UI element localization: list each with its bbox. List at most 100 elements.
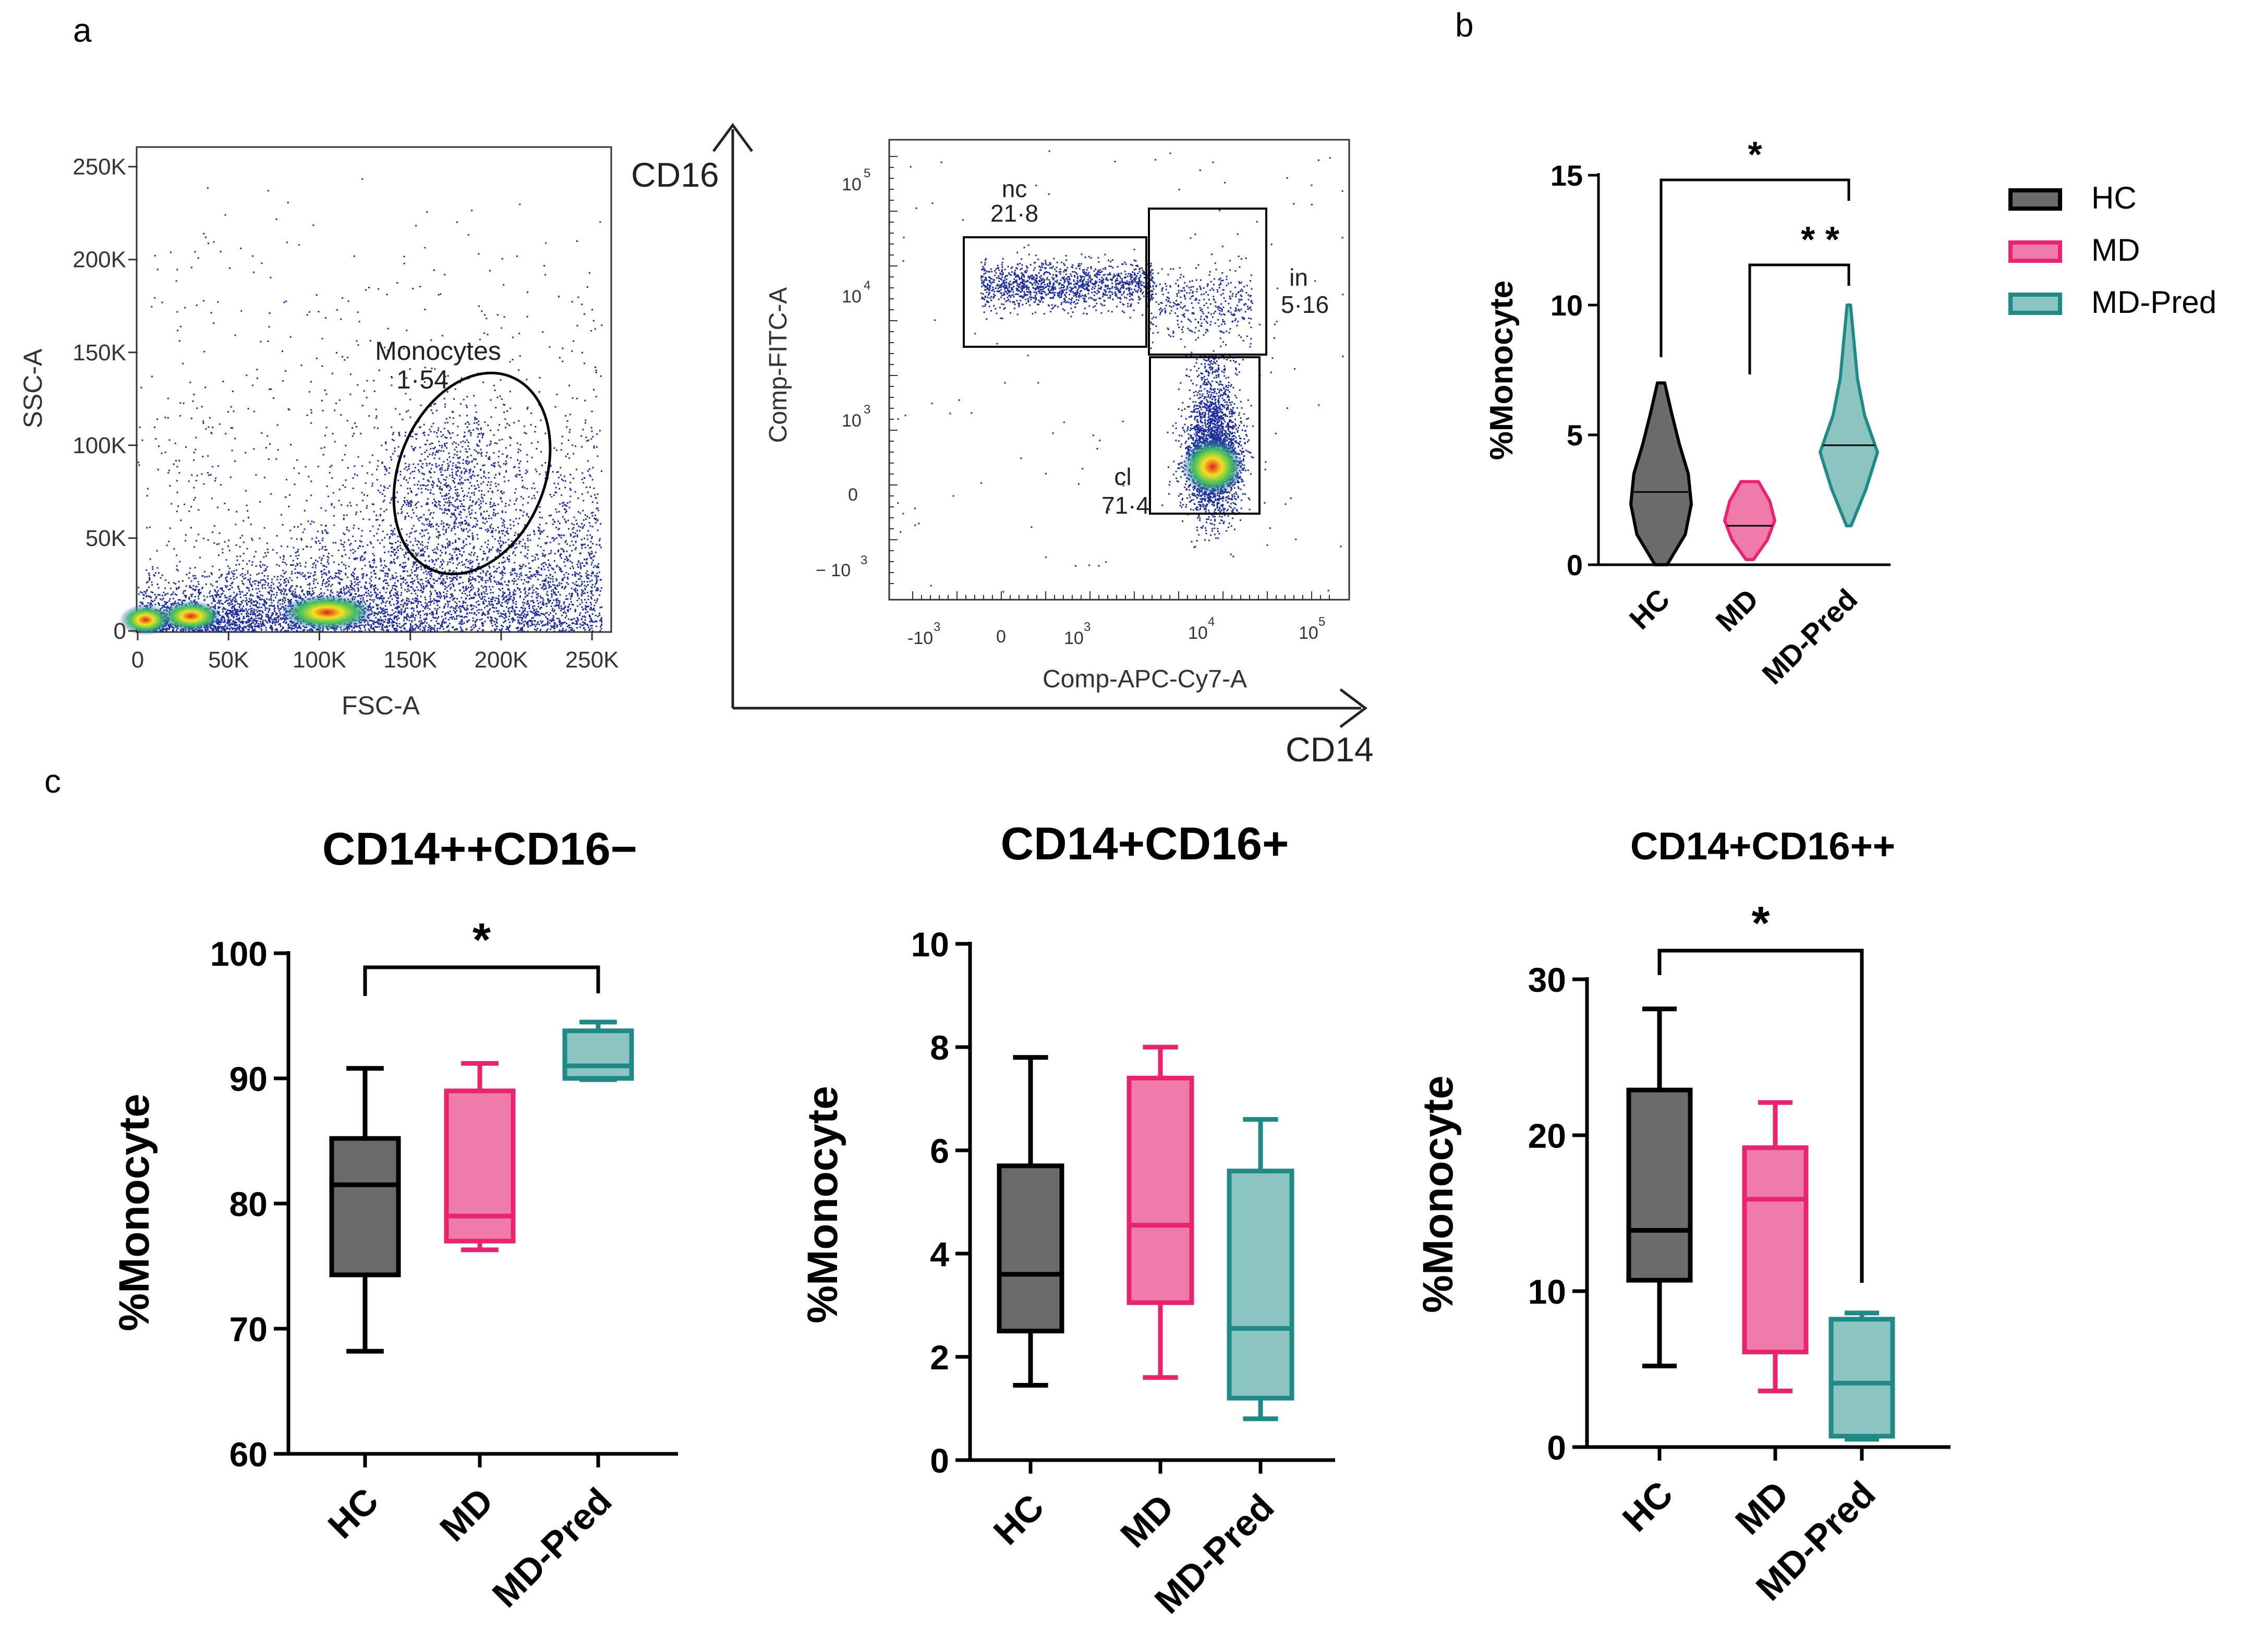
violin-md bbox=[1723, 480, 1776, 562]
x-tick-label: MD bbox=[1727, 1473, 1796, 1542]
legend: HC MD MD-Pred bbox=[2008, 180, 2216, 320]
chart-title: CD14+CD16+ bbox=[1001, 818, 1289, 869]
x-tick-label: 250K bbox=[565, 647, 619, 673]
y-tick-neg: − 10 bbox=[816, 561, 851, 580]
y-tick-base: 10 bbox=[842, 411, 862, 431]
chart-title: CD14+CD16++ bbox=[1630, 824, 1895, 868]
box-hc bbox=[329, 1136, 401, 1278]
y-tick-label: 80 bbox=[229, 1185, 268, 1223]
x-ticks: -10 3 0 10 3 10 4 10 5 bbox=[907, 615, 1325, 648]
x-tick-label: HC bbox=[986, 1486, 1052, 1552]
y-tick-label: 0 bbox=[930, 1441, 949, 1480]
y-tick-label: 0 bbox=[1547, 1428, 1566, 1467]
y-tick-label: 4 bbox=[930, 1235, 949, 1273]
x-tick-label: 50K bbox=[208, 647, 249, 673]
gate-in-value: 5·16 bbox=[1281, 291, 1329, 318]
box-md bbox=[1742, 1145, 1809, 1355]
gate-nc-name: nc bbox=[1002, 175, 1027, 202]
x-tick-label: HC bbox=[320, 1480, 386, 1546]
box-md-pred bbox=[1227, 1169, 1294, 1401]
y-axis-label: %Monocyte bbox=[799, 1086, 846, 1323]
gate-value: 1·54 bbox=[396, 365, 449, 394]
x-tick-label: MD-Pred bbox=[484, 1480, 620, 1615]
y-tick-label: 30 bbox=[1528, 961, 1566, 999]
gate-cl-name: cl bbox=[1114, 463, 1131, 490]
gate-nc bbox=[963, 236, 1147, 348]
y-tick-label: 0 bbox=[1567, 549, 1583, 581]
x-tick-label: 200K bbox=[475, 647, 528, 673]
gate-in-name: in bbox=[1289, 264, 1308, 291]
y-axis-label: Comp-FITC-A bbox=[765, 287, 792, 443]
y-tick-label: 70 bbox=[229, 1310, 268, 1349]
density-hotspot bbox=[119, 604, 172, 636]
significance-label: * bbox=[1751, 897, 1770, 950]
y-tick-label: 2 bbox=[930, 1338, 949, 1377]
gate-cl-value: 71·4 bbox=[1101, 492, 1149, 519]
significance-label: * bbox=[1748, 134, 1762, 175]
x-tick-label: HC bbox=[1623, 582, 1676, 636]
scatter-frame bbox=[136, 146, 612, 633]
legend-label: MD bbox=[2091, 233, 2140, 268]
y-tick-label: 60 bbox=[229, 1435, 268, 1474]
y-tick-base: 10 bbox=[842, 287, 862, 307]
scatter-points bbox=[138, 178, 603, 633]
chart-title: CD14++CD16− bbox=[322, 823, 637, 874]
legend-label: MD-Pred bbox=[2091, 285, 2216, 320]
x-tick-label: MD bbox=[1709, 582, 1764, 638]
box-hc bbox=[997, 1163, 1064, 1333]
y-tick-label: 0 bbox=[114, 618, 126, 644]
y-tick-exp: 5 bbox=[864, 166, 870, 180]
box-md bbox=[1126, 1075, 1194, 1305]
y-axis-label: SSC-A bbox=[18, 348, 47, 428]
significance-label: * bbox=[473, 914, 491, 966]
y-tick-label: 10 bbox=[1528, 1272, 1566, 1311]
gate-name: Monocytes bbox=[375, 336, 501, 366]
scatter-cd14-cd16: CD16 CD14 nc 21·8 in 5·16 cl 71·4 10 5 1… bbox=[631, 123, 1374, 769]
y-tick-label: 6 bbox=[930, 1132, 949, 1170]
y-tick-exp: 3 bbox=[864, 403, 870, 417]
cd14-arrow-head bbox=[1339, 688, 1368, 728]
density-hotspot bbox=[160, 600, 223, 632]
gate-in bbox=[1148, 208, 1267, 356]
gate-cl bbox=[1149, 356, 1261, 515]
x-tick-label: MD bbox=[1112, 1486, 1181, 1555]
legend-swatch bbox=[2008, 293, 2062, 315]
y-axis-label: %Monocyte bbox=[1414, 1075, 1462, 1313]
significance-bracket bbox=[363, 965, 600, 996]
cd16-label: CD16 bbox=[631, 155, 719, 194]
y-tick-exp: 4 bbox=[864, 278, 870, 293]
panel-label-b: b bbox=[1455, 6, 1474, 44]
y-tick-label: 20 bbox=[1528, 1116, 1566, 1155]
y-tick-label: 100 bbox=[210, 934, 268, 973]
x-tick-neg: -10 bbox=[907, 628, 933, 648]
cd14-label: CD14 bbox=[1286, 730, 1374, 769]
x-tick-label: 100K bbox=[293, 647, 346, 673]
y-tick-label: 150K bbox=[72, 340, 126, 366]
y-tick-label: 200K bbox=[72, 247, 126, 273]
significance-bracket bbox=[1748, 263, 1850, 374]
hotspot bbox=[1181, 438, 1244, 495]
x-axis-label: Comp-APC-Cy7-A bbox=[1043, 665, 1247, 693]
y-tick-label: 250K bbox=[72, 154, 126, 180]
y-tick-base: 10 bbox=[842, 175, 862, 195]
gate-nc-value: 21·8 bbox=[990, 200, 1038, 227]
significance-label: * * bbox=[1801, 219, 1840, 260]
scatter-ticks: 0 50K 100K 150K 200K 250K 0 50K 100K 150K 200K 250K bbox=[72, 154, 619, 673]
legend-swatch bbox=[2008, 240, 2062, 263]
y-tick-label: 10 bbox=[911, 925, 949, 964]
y-tick-label: 100K bbox=[72, 433, 126, 458]
scatter-frame bbox=[888, 139, 1350, 601]
panel-label-c: c bbox=[44, 762, 61, 800]
density-hotspot bbox=[280, 594, 374, 631]
scatter-dots bbox=[119, 178, 603, 636]
x-tick-exp: 5 bbox=[1318, 615, 1325, 629]
y-tick-label: 10 bbox=[1551, 289, 1583, 322]
y-tick-label: 15 bbox=[1551, 159, 1583, 192]
y-tick-zero: 0 bbox=[848, 485, 858, 505]
boxplot-cd14pp-cd16n: CD14++CD16− %Monocyte 60 70 80 90 100 HC MDMD-… bbox=[111, 823, 678, 1615]
y-tick-label: 90 bbox=[229, 1060, 268, 1098]
x-tick-exp: 4 bbox=[1208, 615, 1215, 629]
